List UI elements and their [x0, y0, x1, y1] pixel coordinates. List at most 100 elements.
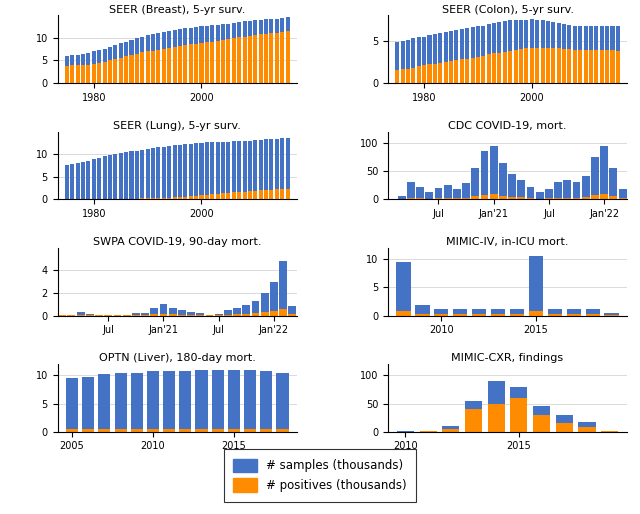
Bar: [86, 314, 93, 315]
Bar: [568, 49, 572, 83]
Bar: [497, 52, 502, 83]
Bar: [270, 311, 278, 316]
Bar: [289, 306, 296, 315]
Bar: [619, 198, 627, 199]
Bar: [76, 65, 80, 83]
Bar: [276, 429, 289, 432]
Bar: [81, 162, 85, 199]
Bar: [269, 139, 273, 190]
Bar: [159, 314, 168, 316]
Bar: [253, 191, 257, 199]
Bar: [205, 195, 209, 199]
Bar: [605, 26, 609, 50]
Bar: [460, 59, 464, 83]
Bar: [541, 21, 545, 47]
Bar: [573, 26, 577, 50]
Bar: [444, 185, 452, 198]
Bar: [527, 198, 534, 199]
Bar: [395, 42, 399, 70]
Bar: [582, 176, 589, 197]
Bar: [70, 55, 74, 65]
Bar: [442, 429, 460, 432]
Bar: [194, 143, 198, 196]
Bar: [609, 196, 618, 199]
Bar: [228, 429, 240, 432]
Bar: [104, 315, 112, 316]
Bar: [102, 62, 107, 83]
Bar: [179, 429, 191, 432]
Bar: [232, 23, 236, 39]
Bar: [524, 20, 529, 48]
Bar: [150, 307, 158, 315]
Bar: [77, 315, 84, 316]
Bar: [195, 429, 207, 432]
Bar: [264, 20, 268, 34]
Bar: [259, 190, 262, 199]
Bar: [275, 189, 279, 199]
Bar: [510, 309, 524, 315]
Bar: [243, 36, 246, 83]
Bar: [178, 310, 186, 315]
Bar: [162, 32, 166, 49]
Bar: [97, 158, 101, 199]
Bar: [465, 28, 469, 59]
Bar: [529, 256, 543, 311]
Bar: [530, 19, 534, 47]
Bar: [216, 142, 220, 194]
Title: SWPA COVID-19, 90-day mort.: SWPA COVID-19, 90-day mort.: [93, 237, 262, 247]
Bar: [92, 51, 96, 64]
Bar: [280, 17, 284, 32]
Bar: [264, 190, 268, 199]
Bar: [216, 41, 220, 83]
Bar: [221, 141, 225, 193]
Bar: [183, 45, 188, 83]
Bar: [595, 26, 598, 50]
Bar: [406, 69, 410, 83]
Bar: [124, 57, 128, 83]
Bar: [460, 29, 464, 59]
Bar: [573, 50, 577, 83]
Bar: [395, 70, 399, 83]
Bar: [586, 309, 600, 315]
Bar: [162, 198, 166, 199]
Bar: [187, 311, 195, 315]
Bar: [415, 314, 429, 316]
Bar: [492, 23, 496, 53]
Bar: [178, 29, 182, 46]
Bar: [115, 429, 127, 432]
Bar: [187, 315, 195, 316]
Bar: [65, 56, 69, 66]
Bar: [97, 63, 101, 83]
Bar: [76, 54, 80, 65]
Bar: [147, 429, 159, 432]
Bar: [156, 198, 161, 199]
Bar: [279, 262, 287, 309]
Bar: [289, 315, 296, 316]
Bar: [129, 40, 134, 55]
Bar: [454, 30, 458, 60]
Bar: [113, 154, 117, 199]
Bar: [433, 34, 437, 64]
Bar: [150, 315, 158, 316]
Bar: [527, 187, 534, 198]
Bar: [205, 142, 209, 195]
Bar: [417, 38, 420, 66]
Bar: [146, 149, 150, 198]
Bar: [146, 51, 150, 83]
Bar: [129, 55, 134, 83]
Bar: [591, 157, 599, 195]
Bar: [86, 160, 90, 199]
Bar: [465, 59, 469, 83]
Bar: [508, 197, 516, 199]
Bar: [243, 21, 246, 36]
Bar: [600, 26, 604, 50]
Bar: [132, 314, 140, 315]
Bar: [269, 19, 273, 33]
Bar: [194, 44, 198, 83]
Bar: [95, 315, 103, 316]
Bar: [435, 188, 442, 198]
Bar: [102, 49, 107, 62]
Bar: [151, 50, 155, 83]
Bar: [481, 195, 488, 199]
Bar: [444, 198, 452, 199]
